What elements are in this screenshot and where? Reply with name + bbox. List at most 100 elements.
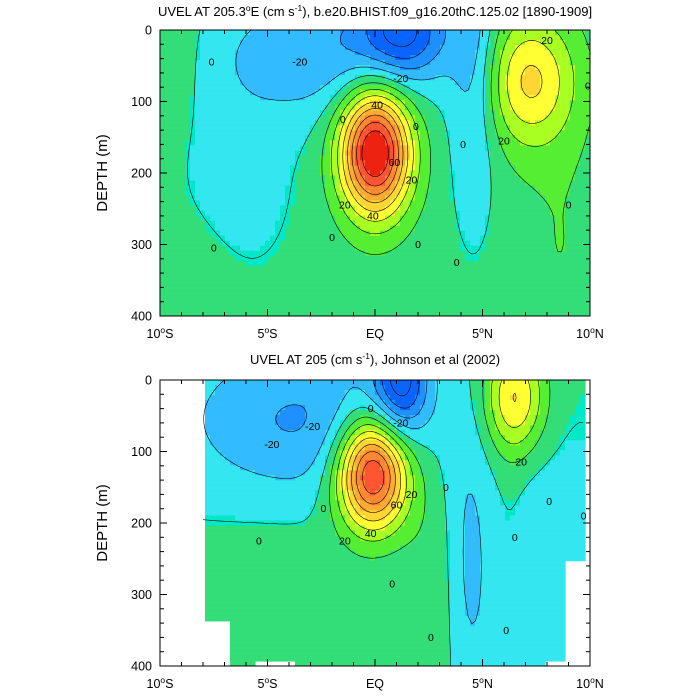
field-cell [275,305,281,312]
field-cell [400,130,406,136]
contour-label: 0 [454,257,460,269]
field-cell [545,310,551,316]
field-cell [270,175,276,182]
field-cell [380,275,386,282]
field-cell [335,225,341,232]
field-cell [200,75,206,81]
field-cell [185,100,191,106]
field-cell [570,190,576,197]
field-cell [280,225,286,232]
field-cell [555,225,561,232]
field-cell [190,260,196,267]
field-cell [275,230,281,237]
field-cell [475,290,481,297]
field-cell [530,235,536,242]
field-cell [510,110,516,116]
field-cell [560,165,566,172]
field-cell [295,210,301,217]
field-cell [395,230,401,237]
field-cell [395,155,401,162]
field-cell [510,205,516,212]
field-cell [300,150,306,157]
field-cell [475,190,481,197]
field-cell [315,140,321,147]
field-cell [450,115,456,121]
field-cell [450,225,456,232]
field-cell [170,155,176,162]
field-cell [165,125,171,131]
field-cell [390,145,396,152]
field-cell [360,240,366,247]
field-cell [425,65,431,71]
field-cell [205,235,211,242]
field-cell [385,135,391,141]
field-cell [310,30,316,36]
field-cell [175,305,181,312]
field-cell [545,245,551,252]
field-cell [490,295,496,302]
field-cell [270,200,276,207]
field-cell [545,150,551,157]
field-cell [530,195,536,202]
field-cell [170,150,176,157]
field-cell [230,210,236,217]
field-cell [375,180,381,187]
field-cell [160,65,166,71]
field-cell [450,255,456,262]
field-cell [495,160,501,167]
field-cell [475,170,481,177]
field-cell [300,145,306,152]
field-cell [205,300,211,307]
field-cell [425,45,431,51]
field-cell [230,145,236,152]
field-cell [550,190,556,197]
field-cell [525,275,531,282]
field-cell [390,300,396,307]
field-cell [240,110,246,116]
field-cell [480,80,486,86]
field-cell [380,115,386,121]
field-cell [220,220,226,227]
field-cell [545,55,551,61]
field-cell [490,120,496,126]
field-cell [385,100,391,106]
field-cell [375,140,381,147]
field-cell [585,105,590,111]
field-cell [455,275,461,282]
field-cell [485,245,491,252]
field-cell [180,75,186,81]
field-cell [185,220,191,227]
field-cell [540,45,546,51]
field-cell [300,120,306,126]
field-cell [465,60,471,66]
field-cell [275,290,281,297]
field-cell [210,120,216,126]
field-cell [285,125,291,131]
field-cell [315,285,321,292]
field-cell [430,190,436,197]
field-cell [500,130,506,136]
field-cell [520,160,526,167]
field-cell [490,240,496,247]
field-cell [355,230,361,237]
field-cell [530,295,536,302]
field-cell [310,35,316,41]
field-cell [575,205,581,212]
field-cell [385,70,391,76]
field-cell [255,100,261,106]
field-cell [365,310,371,316]
field-cell [440,175,446,182]
field-cell [335,65,341,71]
field-cell [285,65,291,71]
field-cell [340,230,346,237]
field-cell [580,170,586,177]
field-cell [295,105,301,111]
field-cell [340,295,346,302]
field-cell [215,280,221,287]
field-cell [225,195,231,202]
field-cell [415,55,421,61]
field-cell [225,85,231,91]
field-cell [315,115,321,121]
field-cell [550,60,556,66]
field-cell [375,75,381,81]
